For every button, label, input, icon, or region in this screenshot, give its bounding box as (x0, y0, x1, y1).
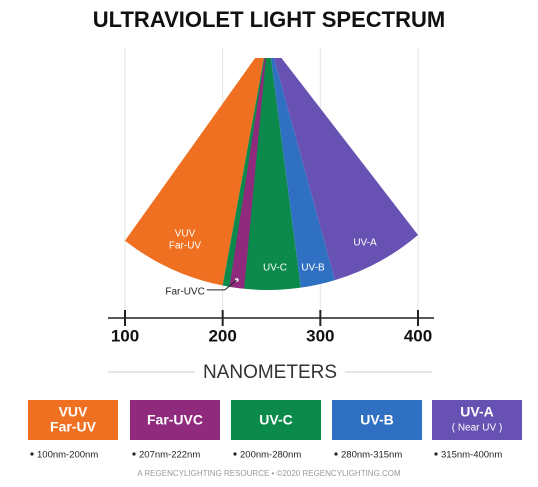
callout-line (206, 279, 238, 291)
spectrum-band (125, 58, 264, 286)
range-label: 280nm-315nm (341, 450, 402, 461)
range-label: 100nm-200nm (37, 450, 98, 461)
band-label: Far-UV (169, 241, 202, 252)
range-label: 200nm-280nm (240, 450, 301, 461)
range-label: 207nm-222nm (139, 450, 200, 461)
bullet (30, 452, 34, 456)
bullet (233, 452, 237, 456)
legend-label: ( Near UV ) (452, 423, 503, 434)
legend-label: UV-C (259, 412, 292, 428)
x-tick-label: 100 (111, 326, 139, 345)
x-tick-label: 200 (208, 326, 236, 345)
legend-label: UV-A (460, 404, 493, 420)
band-label: Far-UVC (165, 287, 204, 298)
legend-box (28, 400, 118, 440)
bullet (434, 452, 438, 456)
x-axis-label: NANOMETERS (203, 362, 337, 383)
band-label: UV-B (301, 263, 325, 274)
spectrum-band (229, 58, 266, 289)
x-tick-label: 300 (306, 326, 334, 345)
x-tick-label: 400 (404, 326, 432, 345)
band-label: UV-C (263, 263, 287, 274)
legend-label: Far-UV (50, 419, 97, 435)
chart-title: ULTRAVIOLET LIGHT SPECTRUM (93, 7, 445, 32)
bullet (132, 452, 136, 456)
legend-box (432, 400, 522, 440)
legend-label: UV-B (360, 412, 393, 428)
legend-box (231, 400, 321, 440)
spectrum-band (270, 58, 335, 288)
legend-box (130, 400, 220, 440)
bullet (334, 452, 338, 456)
spectrum-band (274, 58, 418, 281)
legend-box (332, 400, 422, 440)
band-label: UV-A (353, 238, 377, 249)
range-label: 315nm-400nm (441, 450, 502, 461)
legend-label: Far-UVC (147, 412, 203, 428)
band-label: VUV (175, 229, 196, 240)
legend-label: VUV (59, 404, 88, 420)
footer: A REGENCYLIGHTING RESOURCE • ©2020 REGEN… (137, 469, 401, 478)
